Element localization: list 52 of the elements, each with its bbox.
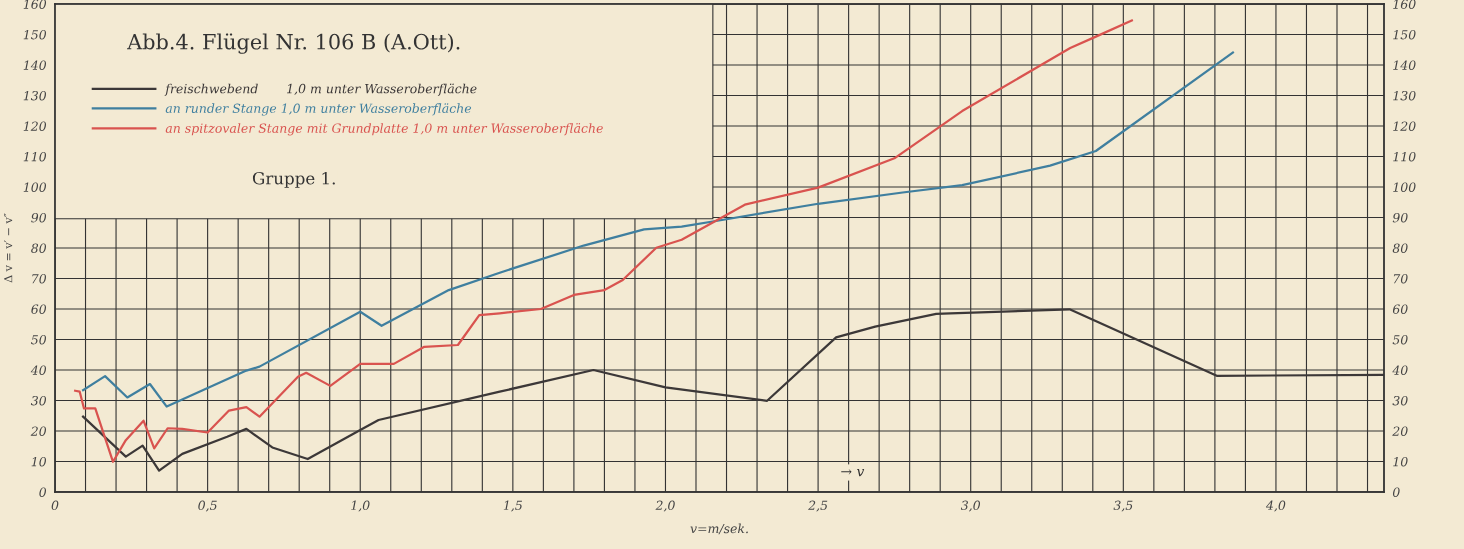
x-tick-label: 1,0 — [351, 500, 370, 512]
y-axis-title: Δ v = v′ − v″ — [4, 213, 13, 283]
x-tick-label: 0 — [51, 500, 59, 511]
text: an runder Stange 1,0 m unter Wasseroberfläche — [165, 103, 472, 116]
y2-tick-label: 160 — [1393, 0, 1416, 9]
y-tick-label: 100 — [23, 182, 47, 192]
y2-tick-label: 150 — [1393, 29, 1416, 40]
y-tick-label: 20 — [30, 426, 47, 436]
y-tick-label: 120 — [23, 121, 47, 131]
y-tick-label: 150 — [23, 29, 47, 40]
y-tick-label: 40 — [30, 365, 47, 375]
y2-tick-label: 80 — [1392, 243, 1408, 253]
y2-tick-label: 60 — [1392, 304, 1408, 314]
y-tick-label: 0 — [39, 487, 47, 497]
text: an spitzovaler Stange mit Grundplatte 1,0 m unter Wasseroberfläche — [165, 123, 603, 136]
y2-tick-label: 110 — [1393, 151, 1416, 162]
y-tick-label: 130 — [23, 90, 47, 101]
y-tick-label: 30 — [30, 395, 47, 406]
y2-tick-label: 0 — [1392, 487, 1400, 497]
x-tick-label: 1,5 — [503, 500, 523, 512]
x-tick-label: 4,0 — [1265, 500, 1286, 512]
y-tick-label: 60 — [31, 304, 47, 314]
line-series — [74, 19, 1133, 463]
y-tick-label: 90 — [31, 212, 47, 223]
text: freischwebend 1,0 m unter Wasseroberfläche — [164, 83, 477, 96]
y-tick-label: 160 — [23, 0, 47, 9]
y2-tick-label: 50 — [1392, 334, 1408, 345]
y2-tick-label: 10 — [1393, 456, 1408, 467]
y-tick-label: 140 — [23, 60, 47, 70]
y2-tick-label: 30 — [1392, 395, 1408, 406]
y2-tick-label: 20 — [1392, 426, 1408, 436]
text: Abb.4. Flügel Nr. 106 B (A.Ott). — [127, 33, 460, 54]
y-tick-label: 50 — [31, 334, 47, 345]
y-tick-label: 110 — [23, 151, 47, 162]
annotation: → v — [841, 468, 865, 477]
y-tick-label: 80 — [31, 243, 47, 253]
x-tick-label: 0,5 — [198, 500, 217, 512]
y-tick-label: 10 — [31, 456, 47, 467]
y-tick-label: 70 — [32, 273, 47, 284]
y2-tick-label: 40 — [1392, 365, 1408, 375]
x-tick-label: 3,5 — [1113, 500, 1133, 512]
y2-tick-label: 120 — [1393, 121, 1416, 131]
x-tick-label: 2,0 — [655, 500, 675, 512]
y2-tick-label: 90 — [1392, 212, 1408, 223]
y2-tick-label: 140 — [1393, 60, 1416, 70]
y2-tick-label: 100 — [1393, 182, 1416, 192]
annotation: Gruppe 1. — [252, 171, 335, 188]
y2-tick-label: 70 — [1393, 273, 1408, 284]
x-tick-label: 3,0 — [960, 500, 980, 512]
y2-tick-label: 130 — [1393, 90, 1416, 101]
x-axis-title: v=m/sek. — [690, 523, 748, 535]
x-tick-label: 2,5 — [808, 500, 828, 512]
